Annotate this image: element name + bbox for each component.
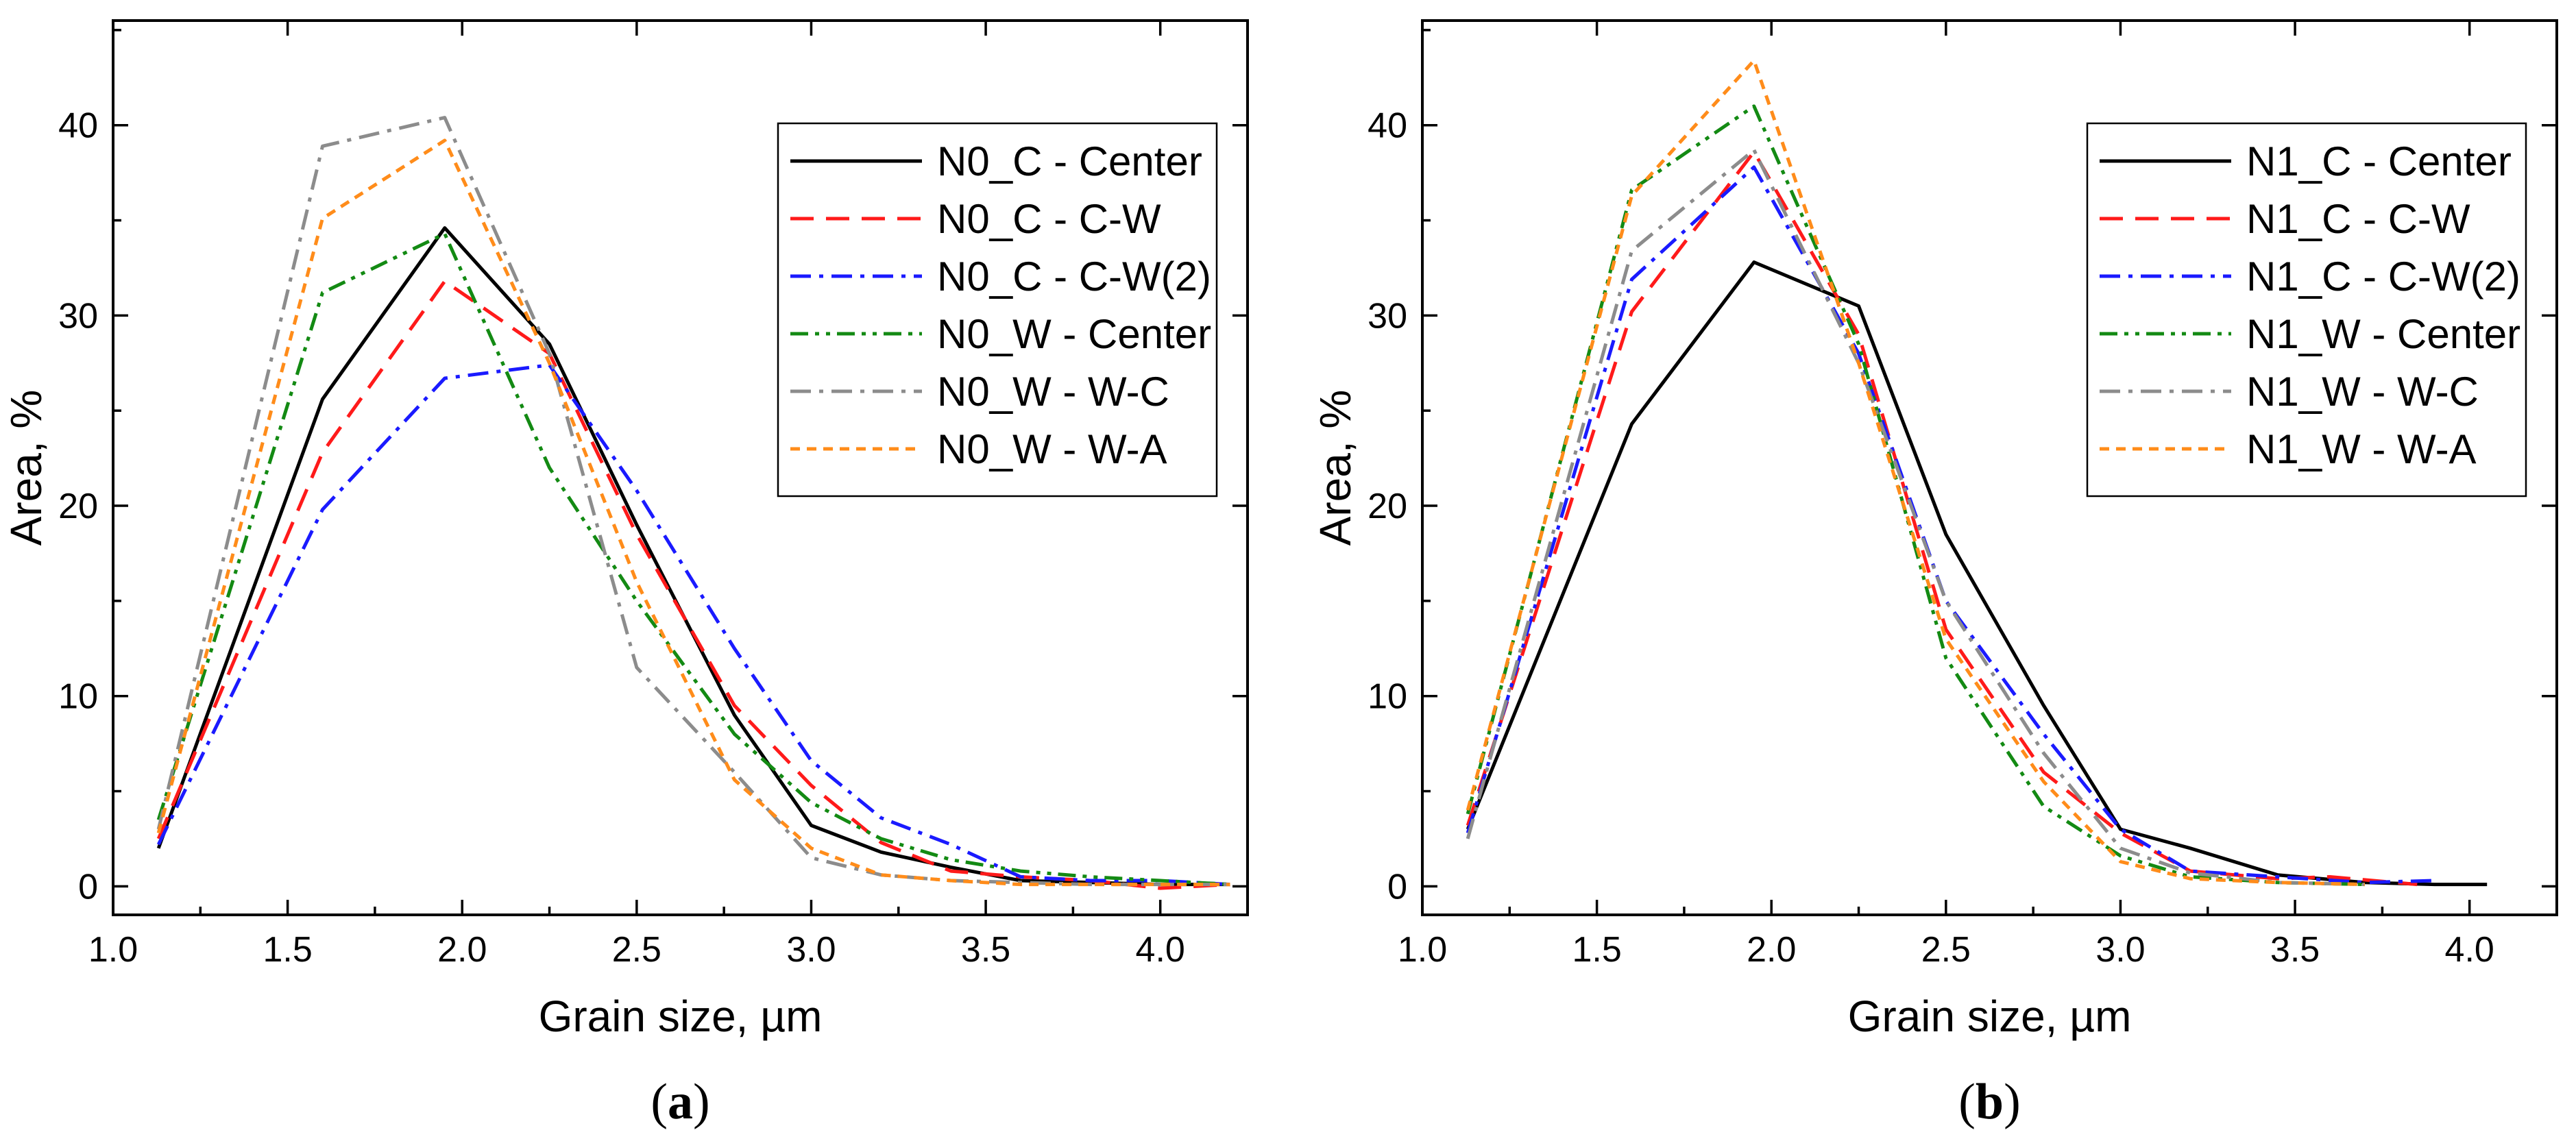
series-line-3	[156, 363, 1230, 887]
legend-label-4: N1_W - Center	[2246, 311, 2520, 357]
y-axis-title: Area, %	[1, 390, 51, 546]
plot-frame	[112, 19, 1249, 916]
y-tick-label: 40	[1368, 106, 1407, 146]
x-tick-label: 4.0	[2445, 930, 2494, 970]
legend-label-1: N1_C - Center	[2246, 138, 2512, 184]
legend-label-4: N0_W - Center	[937, 311, 1211, 357]
y-axis-title: Area, %	[1311, 390, 1360, 546]
panel-label-letter: b	[1976, 1074, 2004, 1130]
x-tick-label: 3.0	[2095, 930, 2145, 970]
y-tick-label: 20	[1368, 487, 1407, 526]
legend-box	[2086, 122, 2527, 498]
x-tick-label: 1.5	[1572, 930, 1621, 970]
legend-label-2: N1_C - C-W	[2246, 196, 2470, 242]
x-tick-label: 1.0	[1398, 930, 1447, 970]
panel-label: (b)	[1958, 1074, 2020, 1130]
y-tick-label: 0	[78, 867, 98, 907]
legend-label-1: N0_C - Center	[937, 138, 1202, 184]
x-tick-label: 2.0	[437, 930, 487, 970]
panel-label: (a)	[651, 1074, 709, 1130]
x-tick-label: 3.5	[2270, 930, 2320, 970]
x-axis-title: Grain size, µm	[539, 992, 823, 1041]
panel-b: 1.0 1.5 2.0 2.5 3.0 3.5 4.0 0 10 20 30 40 Grain size…	[1311, 19, 2558, 1130]
legend-label-5: N1_W - W-C	[2246, 369, 2479, 415]
y-tick-label: 10	[58, 677, 98, 717]
y-tick-label: 0	[1387, 867, 1407, 907]
series-line-6	[1466, 58, 2365, 887]
legend-label-3: N0_C - C-W(2)	[937, 254, 1211, 299]
y-tick-label: 20	[58, 487, 98, 526]
legend-label-3: N1_C - C-W(2)	[2246, 254, 2520, 299]
x-tick-label: 1.5	[263, 930, 312, 970]
x-tick-label: 2.0	[1747, 930, 1796, 970]
panel-label-letter: a	[668, 1074, 693, 1130]
x-tick-label: 3.0	[786, 930, 836, 970]
y-tick-label: 30	[1368, 296, 1407, 336]
x-axis-title: Grain size, µm	[1848, 992, 2132, 1041]
x-tick-label: 4.0	[1136, 930, 1185, 970]
series-line-6	[156, 138, 1230, 887]
x-tick-label: 1.0	[88, 930, 138, 970]
y-tick-label: 30	[58, 296, 98, 336]
legend-label-5: N0_W - W-C	[937, 369, 1169, 415]
y-tick-label: 10	[1368, 677, 1407, 717]
series-line-3	[1466, 165, 2435, 885]
y-tick-label: 40	[58, 106, 98, 146]
x-tick-label: 2.5	[612, 930, 661, 970]
plot-frame	[1421, 19, 2558, 916]
legend-label-2: N0_C - C-W	[937, 196, 1161, 242]
panel-a: 1.0 1.5 2.0 2.5 3.0 3.5 4.0 0 10 20 30 40 Grain size…	[1, 19, 1249, 1130]
series-line-5	[156, 116, 1230, 887]
x-tick-label: 3.5	[961, 930, 1010, 970]
legend-label-6: N0_W - W-A	[937, 426, 1167, 472]
legend-box	[777, 122, 1218, 498]
legend-label-6: N1_W - W-A	[2246, 426, 2477, 472]
x-tick-label: 2.5	[1921, 930, 1971, 970]
series-line-1	[156, 226, 1230, 887]
series-line-5	[1466, 148, 2365, 887]
